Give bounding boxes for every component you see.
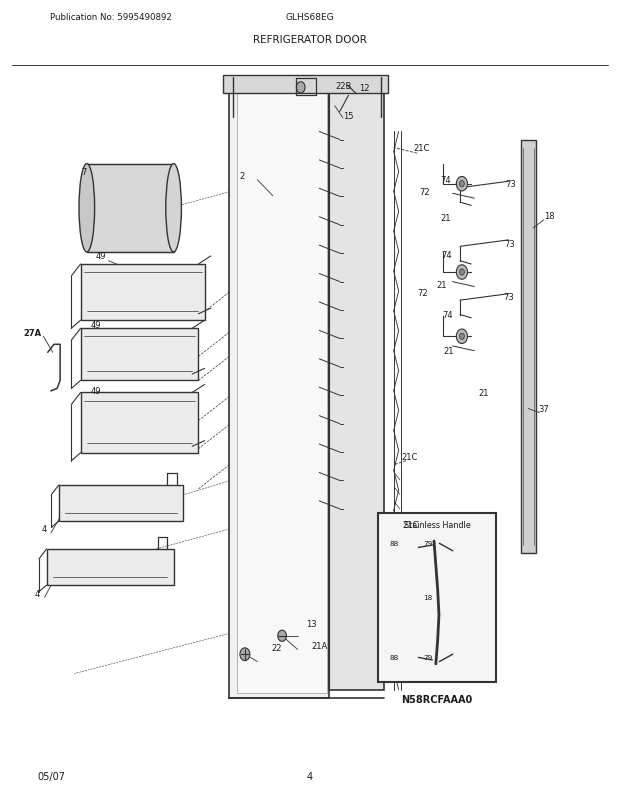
- Bar: [81, 329, 198, 381]
- Text: 22: 22: [272, 643, 282, 653]
- Circle shape: [456, 177, 467, 192]
- Circle shape: [459, 334, 464, 340]
- Text: 7: 7: [81, 168, 86, 177]
- Circle shape: [296, 83, 305, 94]
- Circle shape: [240, 648, 250, 661]
- Text: 4: 4: [42, 525, 47, 534]
- Text: 4: 4: [307, 772, 313, 781]
- Bar: [229, 86, 329, 698]
- Text: 88: 88: [389, 654, 398, 661]
- Circle shape: [459, 181, 464, 188]
- Text: 21: 21: [436, 280, 446, 290]
- Bar: [87, 164, 174, 253]
- Circle shape: [278, 630, 286, 642]
- Text: 18: 18: [544, 212, 555, 221]
- Text: 13: 13: [306, 619, 317, 629]
- Text: 4: 4: [35, 589, 40, 598]
- Text: 21A: 21A: [312, 641, 328, 650]
- Bar: [237, 91, 327, 693]
- Text: 2: 2: [239, 172, 244, 181]
- Text: 21C: 21C: [402, 520, 418, 530]
- Text: 49: 49: [91, 320, 101, 330]
- Text: 74: 74: [441, 250, 452, 260]
- Text: 79: 79: [423, 541, 432, 547]
- Bar: [59, 485, 183, 521]
- Text: 12: 12: [359, 83, 369, 93]
- Text: 05/07: 05/07: [37, 772, 65, 781]
- Text: 15: 15: [343, 111, 353, 121]
- Text: 27A: 27A: [23, 328, 42, 338]
- Bar: [81, 265, 205, 321]
- Text: GLHS68EG: GLHS68EG: [286, 13, 334, 22]
- Text: 21C: 21C: [414, 144, 430, 153]
- Text: 22B: 22B: [335, 82, 352, 91]
- Text: 37: 37: [538, 404, 549, 414]
- Ellipse shape: [166, 164, 182, 253]
- Bar: [329, 92, 384, 690]
- Text: 18: 18: [423, 594, 432, 601]
- Bar: [378, 513, 496, 682]
- Text: 21: 21: [444, 346, 454, 356]
- Ellipse shape: [79, 164, 95, 253]
- Text: Stainless Handle: Stainless Handle: [404, 520, 471, 529]
- Text: 21C: 21C: [401, 452, 417, 462]
- Text: N58RCFAAA0: N58RCFAAA0: [402, 695, 472, 704]
- Bar: [223, 76, 388, 94]
- Text: 21: 21: [440, 213, 450, 223]
- Text: 21: 21: [479, 388, 489, 398]
- Text: 49: 49: [95, 252, 105, 261]
- Bar: [521, 140, 536, 553]
- Text: 73: 73: [505, 180, 516, 189]
- Bar: [81, 393, 198, 453]
- Bar: [46, 549, 174, 585]
- Text: 74: 74: [440, 176, 451, 185]
- Circle shape: [459, 269, 464, 276]
- Circle shape: [456, 265, 467, 280]
- Text: 73: 73: [503, 292, 514, 302]
- Circle shape: [456, 330, 467, 344]
- Text: Publication No: 5995490892: Publication No: 5995490892: [50, 13, 172, 22]
- Text: 88: 88: [389, 541, 398, 547]
- Text: 74: 74: [442, 310, 453, 320]
- Text: 79: 79: [423, 654, 432, 661]
- Text: 73: 73: [504, 240, 515, 249]
- Text: 72: 72: [417, 288, 428, 298]
- Text: REFRIGERATOR DOOR: REFRIGERATOR DOOR: [253, 35, 367, 45]
- Text: 72: 72: [419, 188, 430, 197]
- Text: 49: 49: [91, 387, 101, 396]
